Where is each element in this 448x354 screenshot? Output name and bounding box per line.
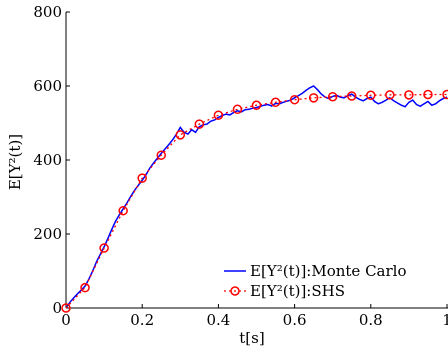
series-shs-point — [137, 173, 147, 183]
x-tick-label: 0.4 — [206, 311, 230, 329]
series-shs-point — [251, 100, 262, 110]
x-axis-ticks: 0 0.2 0.4 0.6 0.8 1 — [61, 304, 448, 329]
series-shs-point — [308, 93, 319, 103]
y-axis-ticks: 0 200 400 600 800 — [33, 3, 70, 317]
series-shs-point — [270, 97, 281, 108]
y-tick-label: 400 — [33, 151, 62, 169]
x-axis-label: t[s] — [239, 329, 264, 347]
series-shs-line — [65, 93, 447, 309]
series-shs-point — [213, 110, 224, 120]
x-tick-label: 0.6 — [283, 311, 307, 329]
x-tick-label: 0 — [61, 311, 71, 329]
series-shs-point — [175, 130, 186, 140]
series-shs-point — [423, 89, 433, 100]
legend-label-shs: E[Y²(t)]:SHS — [250, 282, 345, 300]
x-tick-label: 0.2 — [130, 311, 154, 329]
series-shs-point — [327, 91, 338, 102]
series-shs-point — [156, 150, 166, 160]
legend-marker-shs — [230, 286, 240, 296]
y-axis-label: E[Y²(t)] — [6, 134, 24, 190]
y-tick-label: 600 — [33, 77, 62, 95]
series-shs-point — [80, 282, 90, 293]
x-tick-label: 0.8 — [359, 311, 383, 329]
plot-area — [61, 85, 448, 313]
series-shs-point — [442, 89, 448, 100]
series-shs-point — [404, 90, 414, 100]
series-monte-carlo-line — [65, 85, 448, 309]
series-shs-point — [99, 243, 109, 253]
x-tick-label: 1 — [442, 311, 448, 329]
series-shs-point — [61, 303, 71, 313]
legend: E[Y²(t)]:Monte Carlo E[Y²(t)]:SHS — [224, 262, 407, 300]
y-tick-label: 800 — [33, 3, 62, 21]
y-tick-label: 200 — [33, 225, 62, 243]
series-shs-point — [232, 104, 243, 115]
series-shs-point — [366, 90, 376, 100]
series-shs-point — [385, 90, 395, 100]
series-shs-point — [347, 91, 357, 101]
series-shs-point — [194, 119, 205, 129]
series-shs-point — [118, 205, 128, 216]
legend-label-monte-carlo: E[Y²(t)]:Monte Carlo — [250, 262, 407, 280]
y-tick-label: 0 — [52, 299, 62, 317]
series-shs-point — [289, 94, 300, 105]
